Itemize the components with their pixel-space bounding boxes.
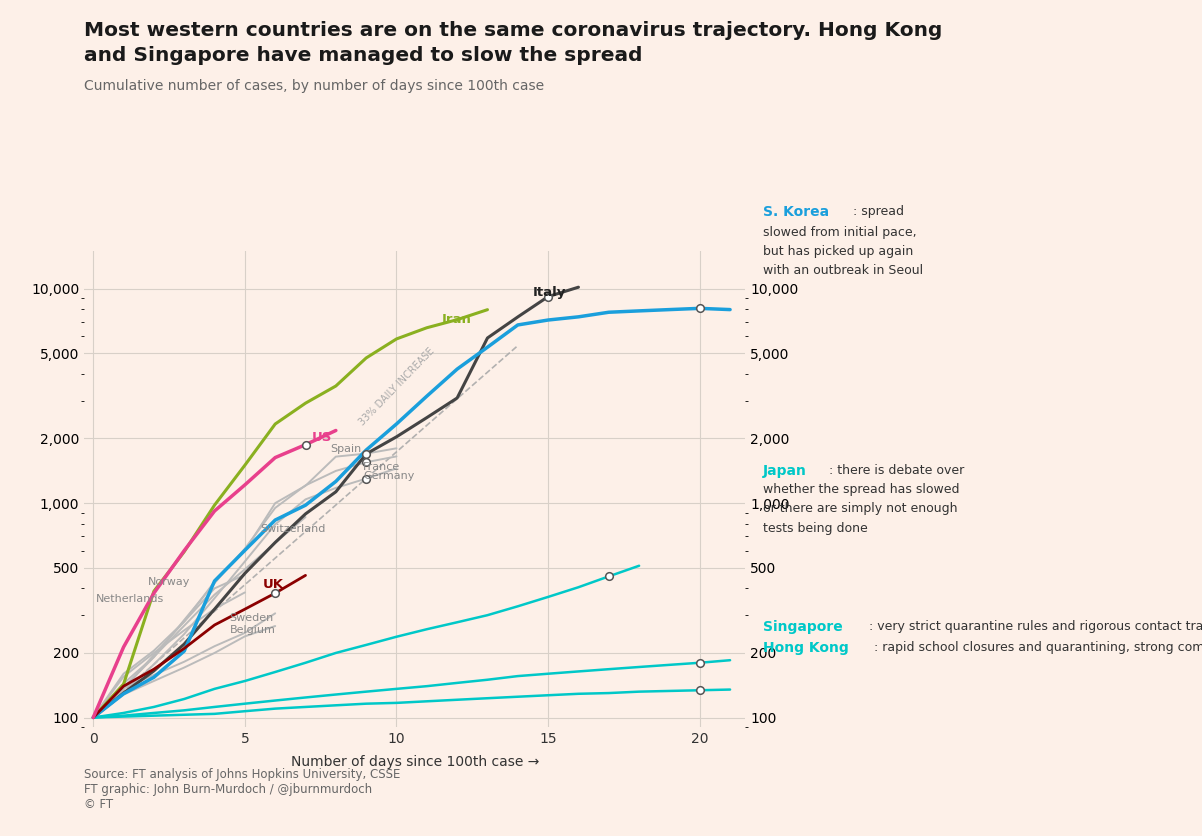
Text: 33% DAILY INCREASE: 33% DAILY INCREASE <box>357 345 436 427</box>
Text: slowed from initial pace,: slowed from initial pace, <box>763 226 917 239</box>
Text: and Singapore have managed to slow the spread: and Singapore have managed to slow the s… <box>84 46 643 65</box>
Text: France: France <box>363 461 400 472</box>
Text: Cumulative number of cases, by number of days since 100th case: Cumulative number of cases, by number of… <box>84 79 545 94</box>
Text: tests being done: tests being done <box>763 522 868 535</box>
Text: or there are simply not enough: or there are simply not enough <box>763 502 958 516</box>
Text: Italy: Italy <box>532 286 566 298</box>
Text: Iran: Iran <box>442 313 472 326</box>
Text: Norway: Norway <box>148 577 190 587</box>
Text: Germany: Germany <box>363 472 415 482</box>
Text: : spread: : spread <box>853 205 904 218</box>
Text: UK: UK <box>263 579 284 591</box>
Text: Netherlands: Netherlands <box>96 594 165 604</box>
Text: : rapid school closures and quarantining, strong community response: : rapid school closures and quarantining… <box>874 641 1202 655</box>
Text: Sweden: Sweden <box>230 613 274 623</box>
Text: but has picked up again: but has picked up again <box>763 245 914 258</box>
Text: US: US <box>311 431 332 444</box>
X-axis label: Number of days since 100th case →: Number of days since 100th case → <box>291 755 538 768</box>
Text: Singapore: Singapore <box>763 620 843 635</box>
Text: Most western countries are on the same coronavirus trajectory. Hong Kong: Most western countries are on the same c… <box>84 21 942 40</box>
Text: : there is debate over: : there is debate over <box>829 464 965 477</box>
Text: Hong Kong: Hong Kong <box>763 641 849 655</box>
Text: Switzerland: Switzerland <box>260 524 326 534</box>
Text: Belgium: Belgium <box>230 625 275 635</box>
Text: Source: FT analysis of Johns Hopkins University, CSSE
FT graphic: John Burn-Murd: Source: FT analysis of Johns Hopkins Uni… <box>84 768 400 811</box>
Text: S. Korea: S. Korea <box>763 205 829 219</box>
Text: Spain: Spain <box>329 444 361 454</box>
Text: Japan: Japan <box>763 464 808 478</box>
Text: whether the spread has slowed: whether the spread has slowed <box>763 483 959 497</box>
Text: : very strict quarantine rules and rigorous contact tracing: : very strict quarantine rules and rigor… <box>869 620 1202 634</box>
Text: with an outbreak in Seoul: with an outbreak in Seoul <box>763 264 923 278</box>
